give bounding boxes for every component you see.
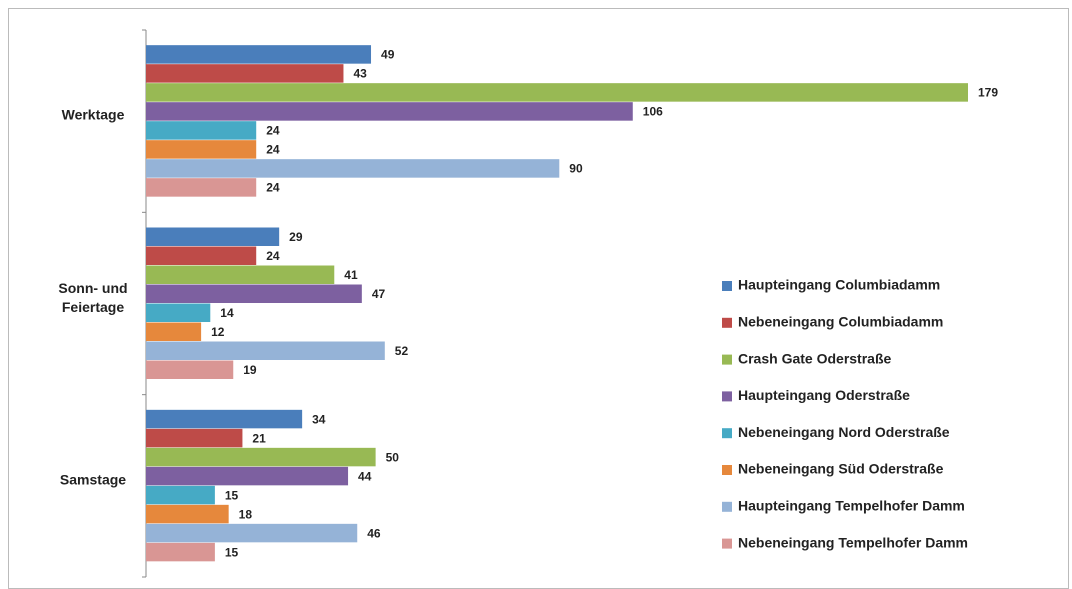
bar bbox=[146, 523, 358, 543]
value-label: 49 bbox=[381, 48, 395, 62]
bar bbox=[146, 322, 202, 341]
value-label: 14 bbox=[220, 306, 234, 320]
legend-label: Nebeneingang Columbiadamm bbox=[738, 314, 943, 330]
bar bbox=[146, 227, 280, 246]
value-label: 19 bbox=[243, 363, 257, 377]
bar bbox=[146, 447, 376, 467]
bar bbox=[146, 246, 257, 265]
value-label: 15 bbox=[225, 545, 239, 559]
value-label: 24 bbox=[266, 124, 280, 138]
value-label: 90 bbox=[569, 162, 583, 176]
value-label: 24 bbox=[266, 249, 280, 263]
legend-swatch bbox=[722, 501, 732, 512]
value-label: 46 bbox=[367, 526, 381, 540]
bar bbox=[146, 159, 560, 178]
bar bbox=[146, 409, 303, 429]
category-label: Sonn- und Feiertage bbox=[58, 279, 128, 315]
bar bbox=[146, 485, 215, 505]
legend-label: Haupteingang Oderstraße bbox=[738, 387, 910, 403]
value-label: 43 bbox=[353, 67, 367, 81]
value-label: 15 bbox=[225, 488, 239, 502]
value-label: 24 bbox=[266, 181, 280, 195]
bar bbox=[146, 102, 633, 121]
legend-label: Haupteingang Tempelhofer Damm bbox=[738, 498, 965, 514]
legend-swatch bbox=[722, 391, 732, 402]
value-label: 44 bbox=[358, 469, 372, 483]
bar bbox=[146, 542, 215, 562]
value-label: 12 bbox=[211, 325, 225, 339]
legend-swatch bbox=[722, 538, 732, 549]
legend-label: Nebeneingang Süd Oderstraße bbox=[738, 461, 944, 477]
legend-swatch bbox=[722, 317, 732, 328]
bar bbox=[146, 83, 968, 102]
value-label: 179 bbox=[978, 86, 998, 100]
bar bbox=[146, 284, 362, 303]
value-label: 29 bbox=[289, 230, 303, 244]
value-label: 50 bbox=[386, 450, 400, 464]
legend-label: Haupteingang Columbiadamm bbox=[738, 277, 940, 293]
category-label: Samstage bbox=[59, 471, 127, 488]
bar bbox=[146, 466, 349, 486]
bar bbox=[146, 504, 229, 524]
bar bbox=[146, 428, 243, 448]
value-label: 106 bbox=[643, 105, 663, 119]
value-label: 41 bbox=[344, 268, 358, 282]
category-label: Werktage bbox=[61, 106, 125, 123]
value-label: 34 bbox=[312, 412, 326, 426]
legend-swatch bbox=[722, 465, 732, 475]
value-label: 24 bbox=[266, 143, 280, 157]
value-label: 18 bbox=[239, 507, 253, 521]
bar bbox=[146, 140, 257, 159]
legend-swatch bbox=[722, 428, 732, 439]
bar bbox=[146, 121, 257, 140]
bar bbox=[146, 64, 344, 83]
bar bbox=[146, 303, 211, 322]
value-label: 21 bbox=[252, 431, 266, 445]
bar bbox=[146, 265, 335, 284]
legend-label: Nebeneingang Nord Oderstraße bbox=[738, 424, 950, 440]
value-label: 52 bbox=[395, 344, 409, 358]
legend-swatch bbox=[722, 354, 732, 365]
value-label: 47 bbox=[372, 287, 386, 301]
legend-swatch bbox=[722, 281, 732, 291]
bar bbox=[146, 178, 257, 197]
bar bbox=[146, 360, 234, 379]
legend-label: Nebeneingang Tempelhofer Damm bbox=[738, 534, 968, 550]
legend-label: Crash Gate Oderstraße bbox=[738, 350, 891, 366]
bar bbox=[146, 45, 372, 64]
bar bbox=[146, 341, 385, 360]
